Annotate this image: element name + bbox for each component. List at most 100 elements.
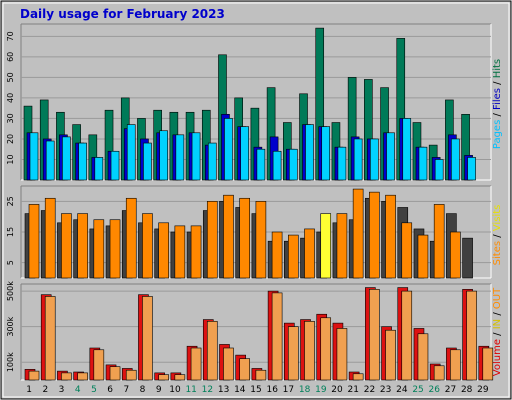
bar-visits-18: [304, 228, 315, 279]
series-label-part: Hits: [492, 59, 503, 78]
bar-out-29: [482, 347, 494, 381]
series-label-part: Visits: [492, 205, 503, 232]
bar-visits-23: [385, 194, 396, 279]
bar-out-18: [304, 321, 315, 381]
bar-pages-5: [94, 157, 104, 181]
x-axis-labels: 1 2 3 4 5 6 7 8 9 10 11 12 13 14 15 16 17 18 19 20 21 22 23 24 2…: [26, 385, 489, 395]
bar-visits-10: [174, 225, 186, 279]
series-label-part: Volume: [492, 339, 503, 376]
panel-series-label: Pages / Files / Hits: [492, 59, 503, 149]
bar-out-14: [239, 358, 250, 381]
y-tick-label: 500k: [6, 281, 15, 301]
series-label-part: Sites: [492, 241, 503, 265]
bar-out-25: [417, 333, 429, 381]
x-tick-label: 11: [185, 385, 196, 395]
bar-pages-7: [126, 124, 136, 181]
bar-visits-12: [206, 201, 218, 279]
x-tick-label: 6: [107, 385, 113, 395]
x-tick-label: 22: [364, 385, 375, 395]
bar-out-1: [28, 370, 40, 381]
bar-out-24: [401, 290, 413, 381]
panel-sites-visits: 5 15 25 Sites / Visits: [6, 185, 503, 279]
x-tick-label: 8: [140, 385, 146, 395]
bar-pages-6: [110, 150, 120, 181]
bar-visits-6: [109, 219, 121, 279]
bar-pages-19: [321, 126, 331, 181]
bar-visits-15: [255, 201, 267, 279]
bar-visits-17: [288, 234, 299, 279]
bar-pages-4: [78, 142, 87, 181]
series-label-part: /: [492, 78, 503, 88]
bar-pages-20: [337, 146, 347, 181]
bar-visits-26: [433, 204, 445, 279]
x-tick-label: 3: [59, 385, 65, 395]
y-tick-label: 25: [6, 196, 15, 206]
bar-sites-28: [462, 237, 473, 279]
bar-out-17: [288, 326, 299, 381]
bar-visits-7: [125, 197, 137, 279]
series-label-part: /: [492, 329, 503, 339]
y-tick-label: 100k: [6, 352, 15, 372]
bar-out-10: [174, 374, 186, 381]
bar-pages-23: [386, 132, 395, 181]
bar-pages-3: [62, 136, 71, 181]
bar-out-26: [433, 365, 445, 381]
bar-pages-26: [434, 159, 444, 181]
x-tick-label: 10: [169, 385, 181, 395]
x-tick-label: 18: [299, 385, 311, 395]
series-label-part: /: [492, 231, 503, 241]
bar-out-3: [61, 372, 72, 381]
bar-pages-27: [451, 138, 460, 181]
chart-title: Daily usage for February 2023: [20, 7, 225, 21]
x-tick-label: 28: [461, 385, 473, 395]
bar-visits-22: [369, 191, 380, 279]
chart-panels: 10 20 30 40 50 60 70 Pages / Files / Hits 5 15 25 S…: [6, 23, 503, 381]
bar-visits-13: [223, 194, 234, 279]
bar-out-9: [158, 374, 169, 381]
bar-pages-13: [224, 118, 233, 181]
x-tick-label: 15: [250, 385, 261, 395]
x-tick-label: 12: [202, 385, 213, 395]
bar-visits-27: [450, 231, 461, 279]
bar-pages-28: [467, 157, 476, 181]
x-tick-label: 23: [380, 385, 391, 395]
x-tick-label: 29: [477, 385, 489, 395]
bar-visits-3: [61, 213, 72, 279]
bar-pages-22: [370, 138, 379, 181]
bar-out-6: [109, 366, 121, 381]
x-tick-label: 24: [396, 385, 408, 395]
bar-out-12: [206, 321, 218, 381]
series-label-part: OUT: [492, 287, 503, 309]
x-tick-label: 13: [218, 385, 229, 395]
x-tick-label: 27: [445, 385, 456, 395]
bar-out-4: [77, 372, 88, 381]
bar-out-22: [369, 289, 380, 381]
bar-visits-1: [28, 204, 40, 279]
y-tick-label: 60: [6, 52, 15, 62]
bar-out-23: [385, 329, 396, 381]
bar-pages-11: [191, 132, 201, 181]
bar-visits-2: [44, 197, 56, 279]
x-tick-label: 9: [156, 385, 162, 395]
bar-visits-14: [239, 197, 250, 279]
x-tick-label: 4: [75, 385, 81, 395]
bar-out-28: [466, 290, 477, 381]
y-tick-label: 30: [6, 113, 15, 123]
x-tick-label: 19: [315, 385, 327, 395]
bar-visits-4: [77, 213, 88, 279]
bar-pages-9: [159, 130, 168, 181]
bar-visits-5: [93, 219, 105, 279]
bar-pages-2: [45, 140, 55, 181]
bar-out-13: [223, 347, 234, 381]
series-label-part: IN: [492, 319, 503, 329]
y-tick-label: 50: [6, 72, 15, 82]
bar-pages-25: [418, 146, 428, 181]
bar-visits-24: [401, 222, 413, 279]
bar-visits-21: [352, 188, 364, 279]
bar-visits-19: [320, 213, 332, 279]
x-tick-label: 1: [26, 385, 32, 395]
bar-out-5: [93, 349, 105, 381]
bar-out-21: [352, 373, 364, 381]
x-tick-label: 16: [266, 385, 278, 395]
